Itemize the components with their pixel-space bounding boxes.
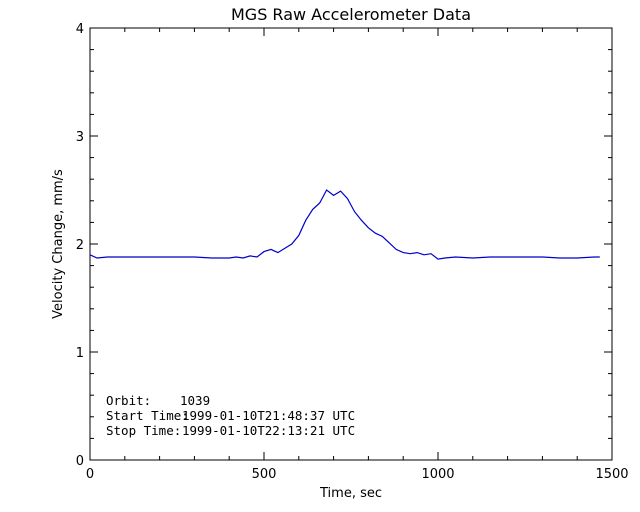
tick-labels: 0 500 1000 1500 0 1 2 3 4 — [76, 22, 629, 482]
annotation-label: Start Time: — [106, 408, 189, 423]
annotation-label: Stop Time: — [106, 423, 181, 438]
y-tick-label: 0 — [76, 454, 84, 469]
y-tick-label: 4 — [76, 22, 84, 37]
chart-title: MGS Raw Accelerometer Data — [231, 5, 471, 24]
x-tick-label: 1500 — [595, 467, 628, 482]
x-tick-label: 500 — [252, 467, 277, 482]
plot-frame — [89, 27, 613, 461]
annotation-value: 1999-01-10T22:13:21 UTC — [182, 423, 355, 438]
x-tick-label: 1000 — [421, 467, 454, 482]
y-tick-label: 1 — [76, 346, 84, 361]
axis-ticks — [89, 27, 613, 461]
y-tick-label: 2 — [76, 238, 84, 253]
x-axis-label: Time, sec — [319, 486, 382, 501]
annotation-value: 1039 — [180, 393, 210, 408]
velocity-series-line — [89, 189, 600, 260]
y-tick-label: 3 — [76, 130, 84, 145]
x-tick-label: 0 — [86, 467, 94, 482]
y-axis-label: Velocity Change, mm/s — [51, 169, 66, 319]
annotation-value: 1999-01-10T21:48:37 UTC — [182, 408, 355, 423]
annotation-label: Orbit: — [106, 393, 151, 408]
